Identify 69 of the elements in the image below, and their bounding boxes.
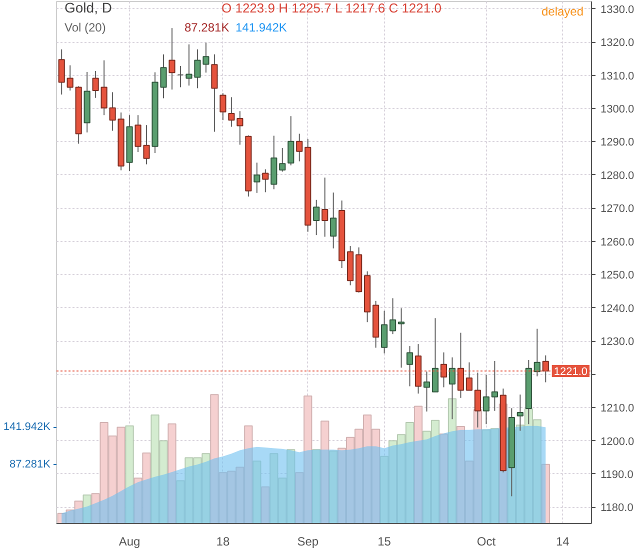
annotation: O 1223.9 H 1225.7 L 1217.6 C 1221.0 xyxy=(222,0,442,16)
candlestick xyxy=(322,177,328,238)
candlestick xyxy=(398,308,405,368)
bar xyxy=(125,425,134,524)
candlestick xyxy=(313,199,320,236)
x-tick-label: 15 xyxy=(378,534,392,548)
candlestick xyxy=(406,346,414,387)
annotation: delayed xyxy=(541,4,584,18)
annotation: 87.281K xyxy=(184,20,230,34)
candlestick xyxy=(330,192,337,249)
candlestick xyxy=(220,92,226,121)
y2-tick-label: 87.281K xyxy=(10,458,52,470)
annotation: 141.942K xyxy=(236,20,287,34)
candlestick xyxy=(228,96,235,128)
annotation: Vol (20) xyxy=(64,20,106,34)
bar xyxy=(541,464,550,524)
candlestick xyxy=(177,65,184,88)
bar xyxy=(168,423,176,524)
x-tick-label: Aug xyxy=(118,534,140,548)
candlestick xyxy=(279,148,286,172)
candlestick xyxy=(168,28,176,90)
chart-title: Gold, D xyxy=(64,0,112,16)
candlestick xyxy=(534,328,540,377)
y-tick-label: 1290.0 xyxy=(600,136,634,149)
y-tick-label: 1270.0 xyxy=(600,203,634,216)
candlestick xyxy=(254,162,260,194)
candlestick xyxy=(92,70,99,98)
bar xyxy=(329,450,338,524)
y-tick-label: 1250.0 xyxy=(600,270,634,282)
y-tick-label: 1210.0 xyxy=(600,402,634,415)
bar xyxy=(312,449,321,524)
candlestick xyxy=(211,54,218,132)
y-tick-label: 1260.0 xyxy=(600,236,634,248)
candlestick xyxy=(262,168,269,193)
y-tick-label: 1190.0 xyxy=(600,468,634,481)
candlestick xyxy=(380,310,388,354)
bar xyxy=(448,398,457,524)
y-tick-label: 1200.0 xyxy=(600,436,634,448)
y-tick-label: 1300.0 xyxy=(600,103,634,116)
candlestick xyxy=(66,64,74,92)
y-tick-label: 1180.0 xyxy=(600,502,634,514)
ref-line-label: 1221.0 xyxy=(554,366,588,378)
y2-tick-label: 141.942K xyxy=(3,421,52,434)
x-tick-label: Oct xyxy=(476,534,496,548)
y-tick-label: 1320.0 xyxy=(600,37,634,50)
y-tick-label: 1330.0 xyxy=(600,4,634,16)
candlestick xyxy=(296,133,303,162)
bar xyxy=(439,433,448,524)
candlestick xyxy=(491,360,498,412)
x-tick-label: 18 xyxy=(216,534,230,548)
bar xyxy=(320,420,330,524)
x-tick-label: 14 xyxy=(556,534,570,548)
x-tick-label: Sep xyxy=(297,534,319,548)
candlestick xyxy=(432,318,439,392)
candlestick xyxy=(288,116,294,166)
candlestick xyxy=(389,298,396,335)
candlestick xyxy=(100,60,108,116)
bar xyxy=(414,406,423,524)
y-tick-label: 1240.0 xyxy=(600,302,634,315)
bar xyxy=(82,494,92,524)
candlestick xyxy=(482,374,490,425)
y-tick-label: 1280.0 xyxy=(600,170,634,182)
candlestick xyxy=(236,110,244,146)
bar xyxy=(252,460,262,524)
bar xyxy=(261,486,270,524)
y-tick-label: 1230.0 xyxy=(600,336,634,348)
y-tick-label: 1310.0 xyxy=(600,70,634,82)
candlestick xyxy=(58,48,65,96)
candlestick xyxy=(423,371,430,412)
